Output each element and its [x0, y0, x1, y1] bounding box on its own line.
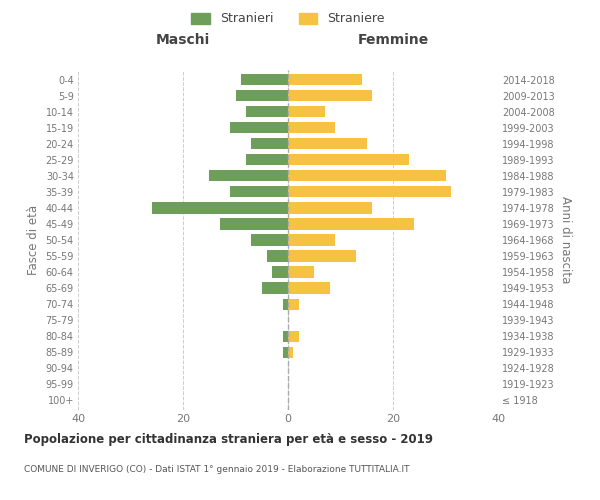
Y-axis label: Fasce di età: Fasce di età	[27, 205, 40, 275]
Bar	[246, 154, 288, 166]
Y-axis label: Anni di nascita: Anni di nascita	[559, 196, 572, 284]
Bar	[288, 138, 367, 149]
Bar	[288, 250, 356, 262]
Bar	[235, 90, 288, 102]
Bar	[288, 90, 372, 102]
Bar	[272, 266, 288, 278]
Bar	[288, 234, 335, 246]
Legend: Stranieri, Straniere: Stranieri, Straniere	[187, 8, 389, 29]
Bar	[288, 298, 299, 310]
Text: COMUNE DI INVERIGO (CO) - Dati ISTAT 1° gennaio 2019 - Elaborazione TUTTITALIA.I: COMUNE DI INVERIGO (CO) - Dati ISTAT 1° …	[24, 466, 409, 474]
Bar	[262, 282, 288, 294]
Bar	[288, 122, 335, 134]
Bar	[251, 234, 288, 246]
Bar	[288, 170, 445, 181]
Bar	[288, 186, 451, 198]
Bar	[230, 186, 288, 198]
Bar	[288, 154, 409, 166]
Bar	[151, 202, 288, 213]
Bar	[267, 250, 288, 262]
Bar	[288, 330, 299, 342]
Bar	[246, 106, 288, 118]
Bar	[209, 170, 288, 181]
Bar	[288, 106, 325, 118]
Bar	[288, 202, 372, 213]
Bar	[288, 282, 330, 294]
Bar	[251, 138, 288, 149]
Text: Popolazione per cittadinanza straniera per età e sesso - 2019: Popolazione per cittadinanza straniera p…	[24, 432, 433, 446]
Bar	[288, 74, 361, 85]
Bar	[288, 218, 414, 230]
Text: Femmine: Femmine	[358, 34, 428, 48]
Bar	[283, 330, 288, 342]
Bar	[288, 346, 293, 358]
Bar	[283, 346, 288, 358]
Bar	[230, 122, 288, 134]
Bar	[283, 298, 288, 310]
Text: Maschi: Maschi	[156, 34, 210, 48]
Bar	[220, 218, 288, 230]
Bar	[241, 74, 288, 85]
Bar	[288, 266, 314, 278]
